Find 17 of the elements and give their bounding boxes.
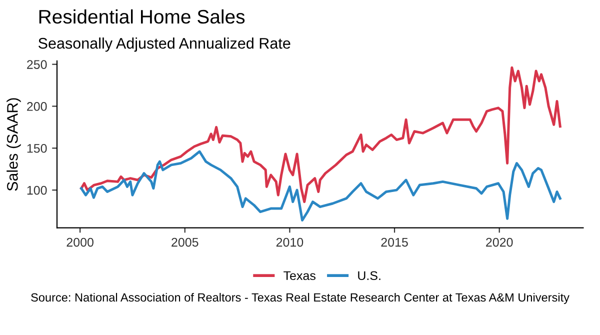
legend-label: Texas [284,271,316,280]
y-tick-label: 100 [27,186,47,195]
y-tick-label: 150 [27,144,47,153]
source-note: Source: National Association of Realtors - Texas Real Estate Research Center at Texas A&M University [31,292,570,304]
x-tick-label: 2010 [276,238,304,247]
y-axis-title: Sales (SAAR) [6,98,21,191]
legend-label: U.S. [358,271,380,280]
line-series [80,66,562,204]
x-tick-label: 2020 [486,238,513,247]
chart-title: Residential Home Sales [39,9,245,24]
chart-subtitle: Seasonally Adjusted Annualized Rate [38,38,290,52]
y-tick-label: 250 [27,60,47,69]
line-series [80,150,562,222]
x-tick-label: 2015 [381,238,408,247]
x-tick-label: 2005 [172,238,198,247]
x-tick-label: 2000 [66,238,94,247]
y-tick-label: 200 [27,102,47,111]
